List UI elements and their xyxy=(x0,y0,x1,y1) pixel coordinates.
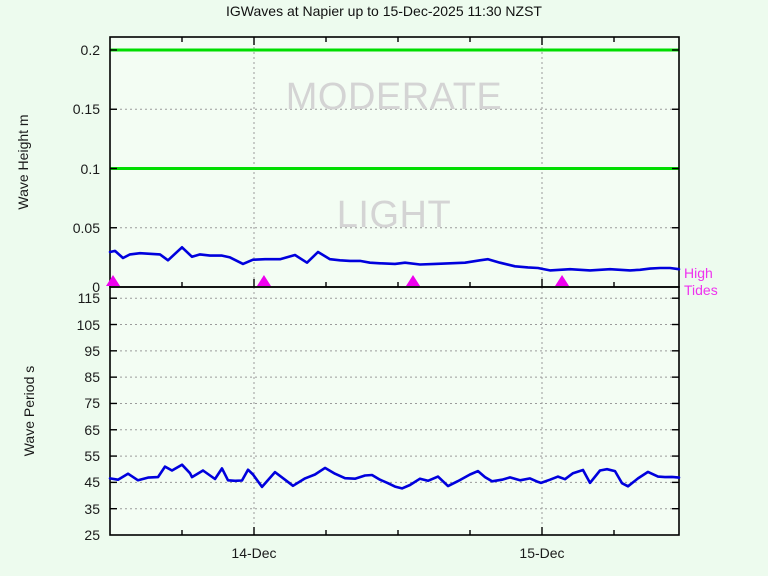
wave-height-tick-label: 0.05 xyxy=(30,220,100,236)
wave-period-tick-label: 75 xyxy=(30,395,100,411)
chart-title: IGWaves at Napier up to 15-Dec-2025 11:3… xyxy=(0,3,768,19)
light-band-label: LIGHT xyxy=(194,194,594,237)
high-tides-legend: High Tides xyxy=(684,265,718,299)
xtick-label-15-dec: 15-Dec xyxy=(492,545,592,561)
high-tides-legend-line1: High xyxy=(684,265,718,282)
wave-period-tick-label: 115 xyxy=(30,290,100,306)
wave-period-tick-label: 55 xyxy=(30,448,100,464)
wave-height-tick-label: 0.1 xyxy=(30,161,100,177)
wave-period-tick-label: 95 xyxy=(30,343,100,359)
wave-period-tick-label: 45 xyxy=(30,474,100,490)
wave-period-tick-label: 25 xyxy=(30,527,100,543)
wave-height-tick-label: 0.2 xyxy=(30,42,100,58)
wave-period-tick-label: 35 xyxy=(30,501,100,517)
wave-period-tick-label: 65 xyxy=(30,422,100,438)
wave-period-tick-label: 105 xyxy=(30,317,100,333)
xtick-label-14-dec: 14-Dec xyxy=(204,545,304,561)
wave-height-tick-label: 0.15 xyxy=(30,101,100,117)
wave-period-tick-label: 85 xyxy=(30,369,100,385)
high-tides-legend-line2: Tides xyxy=(684,282,718,299)
moderate-band-label: MODERATE xyxy=(194,76,594,119)
